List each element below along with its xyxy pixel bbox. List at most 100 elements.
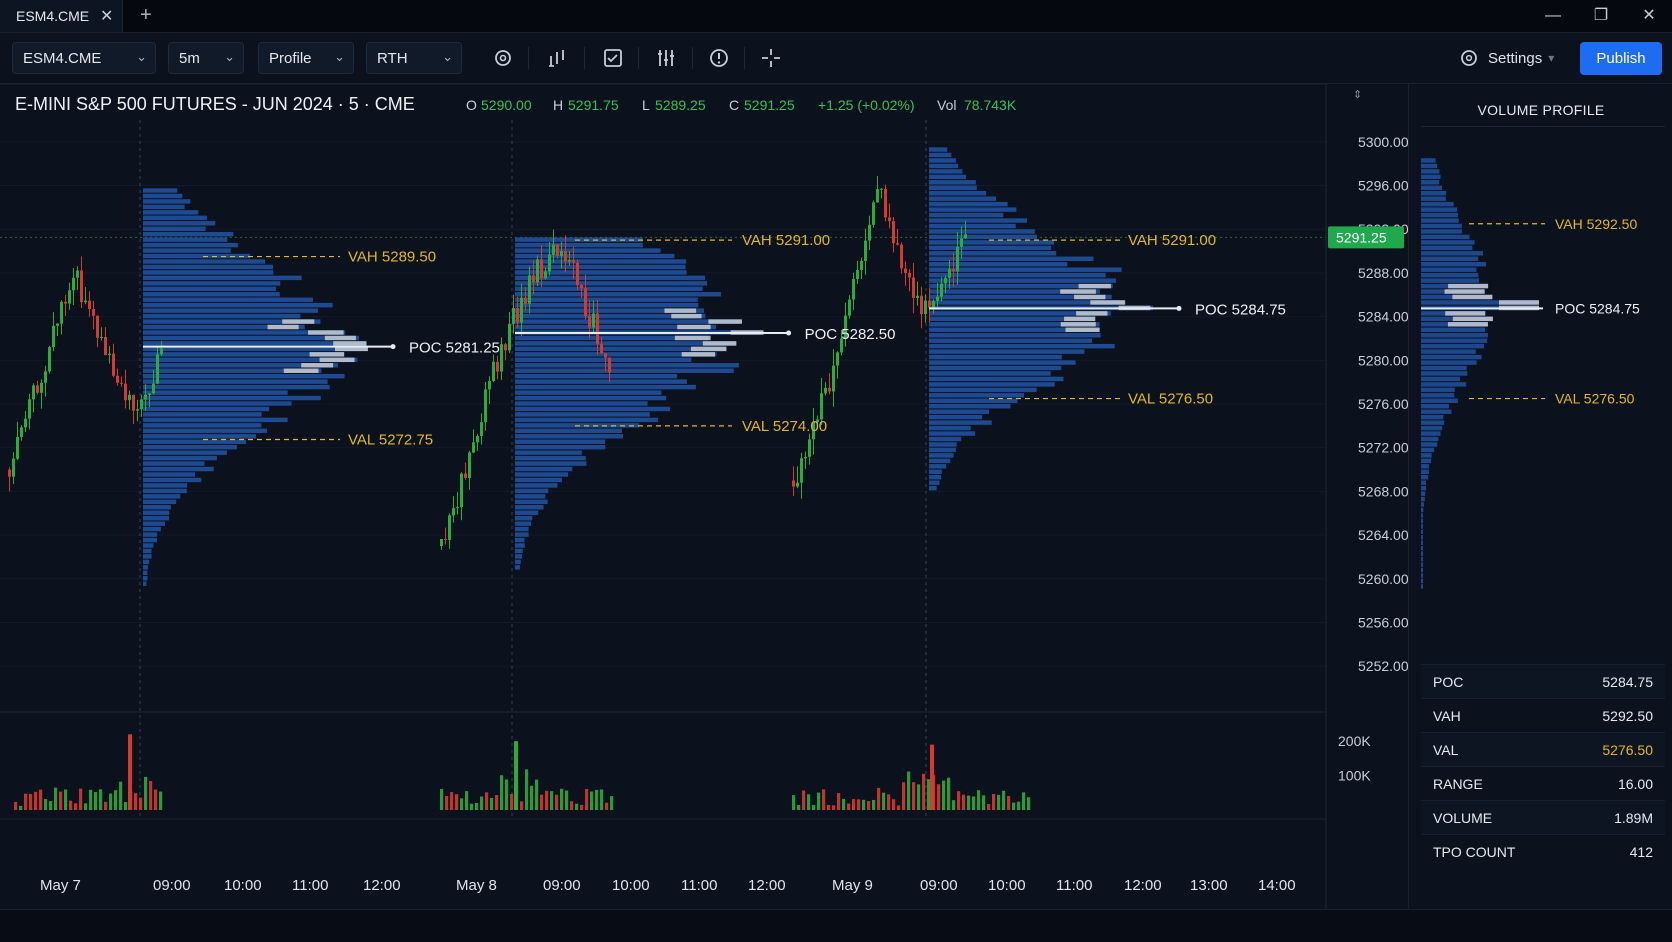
poc-highlight-bar bbox=[702, 341, 737, 346]
window-close-icon[interactable]: ✕ bbox=[1642, 7, 1656, 24]
chart-area[interactable]: VAH 5289.50 VAL 5272.75 POC 5281.25 VAH 529… bbox=[0, 84, 1408, 910]
profile-bar bbox=[929, 234, 1037, 240]
vah-label: VAH 5291.00 bbox=[1128, 232, 1216, 249]
candle-body bbox=[568, 260, 571, 262]
maximize-icon[interactable]: ❐ bbox=[1593, 7, 1609, 24]
symbol-select[interactable]: ESM4.CME ⌄ bbox=[12, 42, 156, 74]
tab-label: ESM4.CME bbox=[16, 8, 90, 24]
profile-bar bbox=[929, 447, 956, 453]
candle-body bbox=[920, 295, 923, 315]
calendar-check-icon[interactable] bbox=[598, 44, 628, 72]
volume-bar bbox=[520, 801, 524, 810]
plus-icon[interactable]: + bbox=[140, 4, 152, 26]
bars-icon[interactable] bbox=[651, 44, 681, 72]
volume-bar bbox=[580, 804, 584, 810]
profile-bar bbox=[515, 494, 546, 499]
alert-icon[interactable] bbox=[704, 44, 734, 72]
time-tick-label: 11:00 bbox=[292, 877, 328, 894]
volume-bar bbox=[1007, 795, 1011, 810]
profile-bar bbox=[929, 333, 1101, 338]
chart-type-select[interactable]: Profile ⌄ bbox=[258, 42, 354, 74]
composite-vah-label: VAH 5292.50 bbox=[1555, 216, 1637, 232]
candle-body bbox=[548, 254, 551, 272]
gear-icon[interactable] bbox=[488, 44, 518, 72]
volume-bar bbox=[897, 805, 901, 810]
profile-bar bbox=[143, 379, 328, 384]
profile-bar bbox=[929, 229, 1035, 234]
crosshair-icon[interactable] bbox=[756, 44, 786, 72]
time-tick-label: 13:00 bbox=[1190, 877, 1228, 894]
candle-body bbox=[452, 508, 455, 516]
candle-body bbox=[584, 288, 587, 317]
profile-bar bbox=[929, 431, 976, 436]
composite-profile-bar bbox=[1421, 513, 1423, 518]
candle-body bbox=[12, 458, 15, 477]
volume-bar bbox=[792, 795, 796, 810]
volume-bar bbox=[84, 803, 88, 810]
stats-table: POC 5284.75 VAH 5292.50 VAL 5276.50 RANGE 16.00… bbox=[1421, 664, 1665, 868]
profile-bar bbox=[515, 543, 525, 548]
volume-bar bbox=[1027, 797, 1031, 810]
volume-profiles bbox=[143, 147, 1153, 586]
time-tick-label: 09:00 bbox=[920, 877, 958, 894]
composite-profile-bar bbox=[1421, 556, 1423, 562]
volume-bar bbox=[1022, 792, 1026, 810]
settings-button[interactable]: Settings ▾ bbox=[1458, 43, 1554, 73]
publish-button[interactable]: Publish bbox=[1580, 42, 1662, 75]
val-label: VAL 5274.00 bbox=[742, 418, 827, 435]
candle-body bbox=[156, 354, 159, 384]
volume-bar bbox=[585, 788, 589, 810]
volume-bar bbox=[29, 794, 33, 810]
composite-profile-bar bbox=[1421, 272, 1479, 278]
candle-body bbox=[796, 482, 799, 487]
candle-body bbox=[924, 300, 927, 315]
profile-bar bbox=[929, 327, 1100, 332]
profile-bar bbox=[929, 349, 1085, 354]
volume-bar bbox=[128, 734, 132, 810]
composite-profile-bar bbox=[1421, 518, 1423, 524]
candle-body bbox=[964, 234, 967, 239]
title-bar: ESM4.CME ✕ + — ❐ ✕ bbox=[0, 0, 1672, 33]
profile-bar bbox=[515, 357, 692, 363]
profile-bar bbox=[515, 412, 650, 417]
composite-profile-bar bbox=[1421, 191, 1447, 196]
candle-body bbox=[824, 387, 827, 394]
profile-bar bbox=[929, 398, 1018, 403]
candle-body bbox=[116, 375, 119, 383]
profile-bar bbox=[143, 526, 161, 532]
volume-bar bbox=[99, 789, 103, 810]
symbol-value: ESM4.CME bbox=[23, 49, 102, 67]
poc-highlight-bar bbox=[708, 319, 743, 324]
indicator-icon[interactable] bbox=[542, 44, 572, 72]
profile-bar bbox=[515, 559, 521, 565]
profile-bar bbox=[515, 434, 623, 439]
volume-bar bbox=[922, 773, 926, 810]
volume-profile-panel: VOLUME PROFILE VAH 5292.50 VAL 5276.50 POC… bbox=[1408, 84, 1672, 909]
interval-select[interactable]: 5m ⌄ bbox=[168, 42, 244, 74]
stat-value: 1.89M bbox=[1614, 809, 1653, 826]
composite-profile-bar bbox=[1421, 480, 1427, 485]
volume-bar bbox=[114, 790, 118, 810]
profile-bar bbox=[929, 436, 962, 442]
candle-body bbox=[512, 308, 515, 324]
price-tick-label: 5264.00 bbox=[1358, 527, 1408, 543]
close-icon[interactable]: ✕ bbox=[100, 8, 114, 25]
profile-bar bbox=[143, 439, 247, 444]
profile-bar bbox=[143, 242, 239, 248]
composite-profile-bar bbox=[1421, 218, 1459, 223]
tab-esm4[interactable]: ESM4.CME ✕ bbox=[0, 0, 123, 32]
profile-bar bbox=[143, 237, 228, 242]
stat-label: RANGE bbox=[1433, 775, 1483, 792]
profile-bar bbox=[143, 210, 199, 215]
profile-bar bbox=[143, 510, 170, 515]
candle-body bbox=[40, 382, 43, 393]
session-select[interactable]: RTH ⌄ bbox=[366, 42, 462, 74]
profile-bar bbox=[143, 472, 195, 477]
close-label: C bbox=[729, 97, 739, 113]
composite-profile-bar bbox=[1421, 540, 1423, 545]
time-tick-label: May 7 bbox=[40, 877, 81, 894]
profile-bar bbox=[515, 439, 606, 444]
grid-lines bbox=[0, 84, 1326, 819]
minimize-icon[interactable]: — bbox=[1545, 7, 1561, 24]
volume-bar bbox=[104, 801, 108, 810]
